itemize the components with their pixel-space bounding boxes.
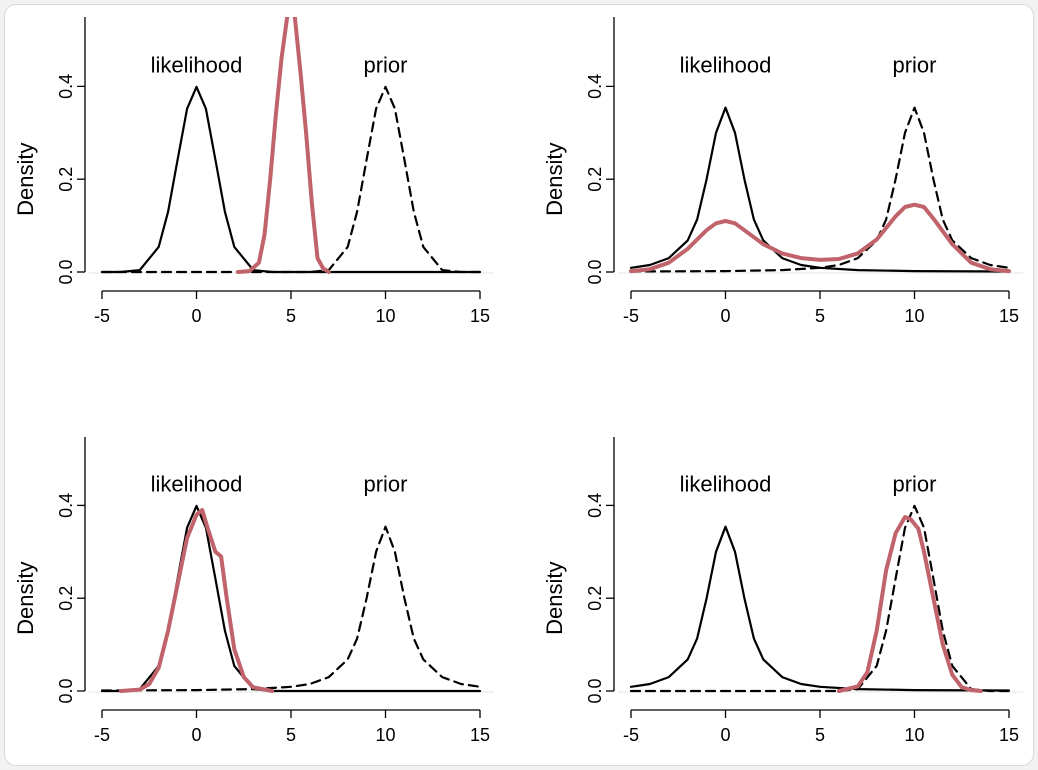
x-tick-label: 15 [999,306,1019,326]
y-axis-label: Density [542,562,567,635]
y-tick-label: 0.4 [585,493,605,518]
x-tick-label: 0 [191,725,201,745]
annotation-prior: prior [892,471,936,496]
x-tick-label: -5 [94,306,110,326]
annotation-prior: prior [363,52,407,77]
plot-area [629,106,1011,274]
y-tick-label: 0.2 [585,167,605,192]
x-tick-label: -5 [623,725,639,745]
y-tick-label: 0.2 [56,167,76,192]
annotation-prior: prior [363,471,407,496]
x-tick-label: 5 [815,725,825,745]
x-tick-label: 10 [904,725,924,745]
y-tick-label: 0.2 [585,586,605,611]
panel-bottom-left: 0.0 0.2 0.4 Density -5 0 5 10 15 likelihood prior [13,437,494,745]
x-tick-label: 15 [470,306,490,326]
x-tick-label: 5 [286,725,296,745]
x-tick-label: 0 [720,306,730,326]
x-tick-label: 5 [815,306,825,326]
posterior-curve [236,17,331,274]
y-tick-label: 0.4 [56,74,76,99]
figure-frame: 0.0 0.2 0.4 Density -5 0 5 10 15 likelihood prior 0… [4,4,1034,766]
annotation-likelihood: likelihood [680,52,772,77]
y-tick-label: 0.0 [585,259,605,284]
annotation-likelihood: likelihood [151,52,243,77]
prior-curve [100,525,482,692]
panel-bottom-right: 0.0 0.2 0.4 Density -5 0 5 10 15 likelihood prior [542,437,1023,745]
plot-area [100,504,482,693]
x-tick-label: -5 [94,725,110,745]
plot-area [100,17,482,274]
plot-area [629,504,1011,693]
y-axis-label: Density [13,562,38,635]
annotation-likelihood: likelihood [680,471,772,496]
y-tick-label: 0.4 [585,74,605,99]
y-axis-label: Density [13,143,38,216]
x-tick-label: 10 [375,725,395,745]
x-tick-label: 15 [999,725,1019,745]
x-tick-label: -5 [623,306,639,326]
x-tick-label: 15 [470,725,490,745]
panel-top-right: 0.0 0.2 0.4 Density -5 0 5 10 15 likelihood prior [542,17,1023,326]
annotation-prior: prior [892,52,936,77]
y-tick-label: 0.0 [585,678,605,703]
x-tick-label: 10 [904,306,924,326]
likelihood-curve [629,525,1011,692]
y-tick-label: 0.0 [56,259,76,284]
x-tick-label: 10 [375,306,395,326]
prior-curve [629,106,1011,273]
y-tick-label: 0.4 [56,493,76,518]
x-tick-label: 0 [191,306,201,326]
prior-curve [100,85,482,274]
likelihood-curve [100,85,482,274]
y-tick-label: 0.0 [56,678,76,703]
posterior-curve [836,515,983,693]
y-tick-label: 0.2 [56,586,76,611]
posterior-curve [118,508,275,693]
likelihood-curve [629,106,1011,273]
posterior-curve [629,202,1011,274]
x-tick-label: 0 [720,725,730,745]
prior-curve [629,504,1011,693]
panel-top-left: 0.0 0.2 0.4 Density -5 0 5 10 15 likelihood prior [13,17,494,326]
y-axis-label: Density [542,143,567,216]
annotation-likelihood: likelihood [151,471,243,496]
x-tick-label: 5 [286,306,296,326]
